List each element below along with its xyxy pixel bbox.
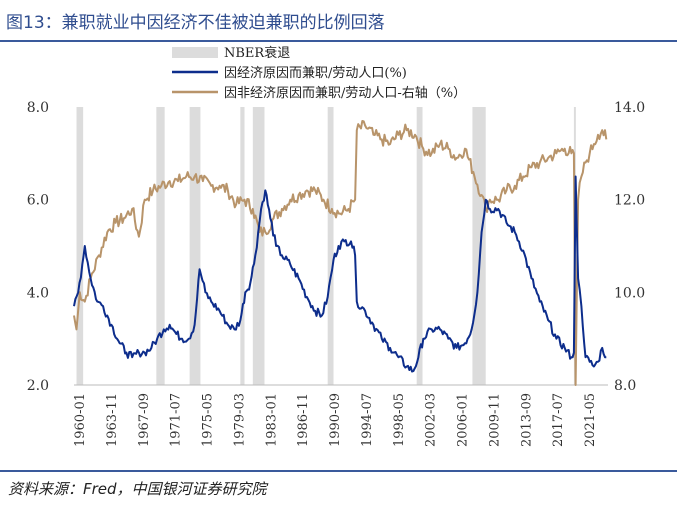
y-left-tick-label: 4.0 [27,285,49,301]
source-rule [0,470,677,472]
x-tick-label: 2002-03 [424,393,439,447]
recession-band [189,107,201,385]
legend-label: 因经济原因而兼职/劳动人口(%) [224,65,407,81]
x-tick-label: 1975-05 [201,393,216,447]
legend-label: NBER衰退 [224,45,290,61]
x-tick-label: 1994-07 [360,393,375,447]
recession-band [240,107,245,385]
x-tick-label: 2021-05 [583,393,598,447]
recession-band [327,107,334,385]
source-note: 资料来源：Fred，中国银河证券研究院 [8,480,267,498]
x-tick-label: 2006-01 [456,393,471,447]
recession-bands [76,107,576,385]
y-left-tick-label: 2.0 [27,378,49,394]
y-right-tick-label: 10.0 [614,285,645,301]
x-tick-label: 2017-07 [551,393,566,447]
series-line-noneconomic [73,120,608,386]
x-tick-label: 1983-01 [264,393,279,447]
axes: 2.0 4.0 6.0 8.0 8.0 10.0 12.0 14.0 1960-01 1963-1… [27,100,645,447]
recession-band [416,107,423,385]
legend-label: 因非经济原因而兼职/劳动人口-右轴（%） [224,85,466,101]
chart-area: 2.0 4.0 6.0 8.0 8.0 10.0 12.0 14.0 1960-01 1963-1… [27,45,645,447]
x-tick-label: 1971-07 [169,393,184,447]
x-tick-label: 1986-11 [296,393,311,447]
x-tick-label: 1979-03 [232,393,247,447]
recession-band [252,107,265,385]
x-tick-label: 2009-11 [487,393,502,447]
recession-band [76,107,84,385]
series-lines [73,120,608,386]
x-tick-label: 1963-11 [105,393,120,447]
x-tick-label: 2013-09 [519,393,534,447]
y-right-tick-label: 8.0 [614,378,636,394]
x-tick-label: 1967-09 [137,393,152,447]
x-tick-label: 1998-05 [392,393,407,447]
title-rule [0,40,677,42]
x-tick-label: 1990-09 [328,393,343,447]
x-tick-label: 1960-01 [73,393,88,447]
recession-band [156,107,165,385]
chart-title: 图13：兼职就业中因经济不佳被迫兼职的比例回落 [6,13,385,33]
y-left-tick-label: 6.0 [27,193,49,209]
recession-band [472,107,486,385]
legend-swatch-recession [172,47,218,58]
y-right-tick-label: 12.0 [614,193,645,209]
series-line-economic [73,175,607,373]
y-left-tick-label: 8.0 [27,100,49,116]
y-right-tick-label: 14.0 [614,100,645,116]
